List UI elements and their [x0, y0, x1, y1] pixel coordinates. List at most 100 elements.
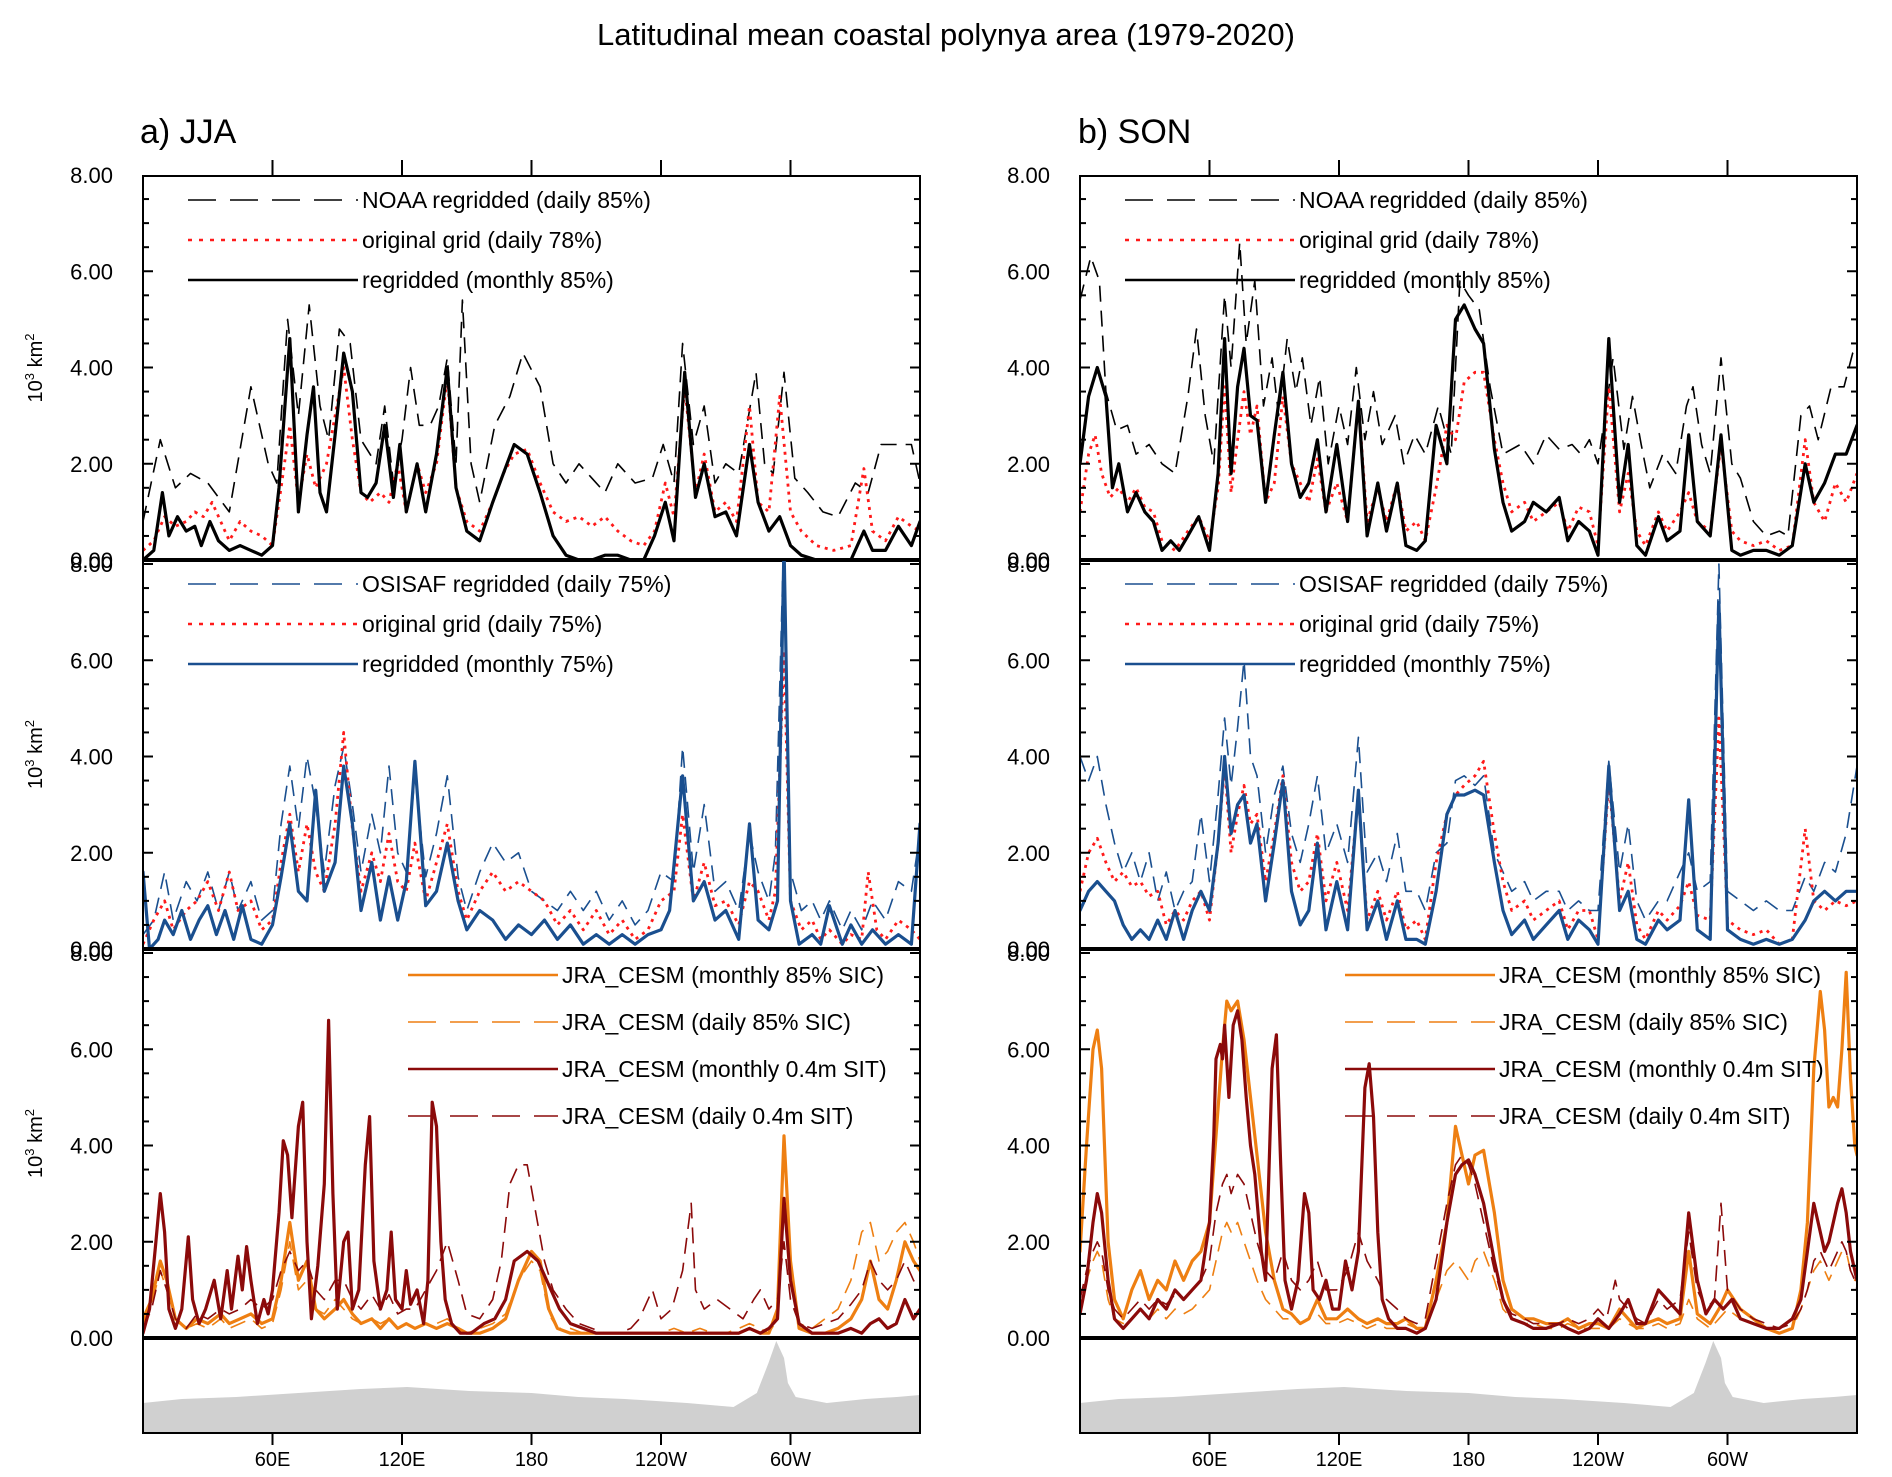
legend-jja-osisaf: OSISAF regridded (daily 75%) original gri…	[188, 571, 671, 677]
series-line-son-osisaf-0	[1080, 563, 1857, 921]
y-tick-label: 2.00	[70, 841, 113, 866]
legend-label: JRA_CESM (daily 0.4m SIT)	[1499, 1103, 1790, 1129]
y-tick-label: 2.00	[1007, 1230, 1050, 1255]
legend-label: original grid (daily 75%)	[362, 611, 602, 637]
figure-title: Latitudinal mean coastal polynya area (1…	[597, 17, 1295, 52]
x-tick-label: 120E	[379, 1449, 426, 1471]
panel-label-b: b) SON	[1078, 113, 1191, 151]
y-tick-label: 2.00	[70, 1230, 113, 1255]
plot-son-jra: 0.00 2.00 4.00 6.00 8.00 JRA_CESM (monthly 85…	[1007, 941, 1858, 1351]
legend-son-jra: JRA_CESM (monthly 85% SIC) JRA_CESM (dail…	[1345, 962, 1824, 1129]
legend-label: JRA_CESM (monthly 0.4m SIT)	[1499, 1056, 1824, 1082]
x-tick-label: 60W	[1707, 1449, 1748, 1471]
legend-label: JRA_CESM (daily 85% SIC)	[562, 1009, 851, 1035]
y-tick-label: 8.00	[70, 552, 113, 577]
map-jja: 60E 120E 180 120W 60W	[142, 1337, 921, 1471]
y-tick-label: 6.00	[70, 259, 113, 284]
legend-label: JRA_CESM (monthly 85% SIC)	[1499, 962, 1821, 988]
legend-label: OSISAF regridded (daily 75%)	[1299, 571, 1608, 597]
y-tick-label: 0.00	[70, 548, 113, 573]
legend-label: JRA_CESM (monthly 85% SIC)	[562, 962, 884, 988]
y-tick-label: 8.00	[1007, 163, 1050, 188]
x-tick-label: 60W	[770, 1449, 811, 1471]
y-tick-label: 8.00	[1007, 941, 1050, 966]
series-line-son-noaa-2	[1080, 303, 1857, 557]
legend-son-noaa: NOAA regridded (daily 85%) original grid …	[1125, 187, 1588, 293]
legend-label: NOAA regridded (daily 85%)	[1299, 187, 1588, 213]
series-line-jja-osisaf-2	[143, 560, 920, 949]
y-tick-label: 4.00	[70, 1134, 113, 1159]
series-line-jja-noaa-2	[143, 337, 920, 560]
x-tick-label: 180	[1452, 1449, 1485, 1471]
y-tick-label: 0.00	[1007, 548, 1050, 573]
plot-jja-jra: 0.00 2.00 4.00 6.00 8.00 103 km2 JRA_CESM (mon…	[22, 941, 921, 1351]
plot-area: 0.00 2.00 4.00 6.00 8.00 103 km2 NOAA regridde…	[22, 160, 1858, 1471]
legend-label: original grid (daily 75%)	[1299, 611, 1539, 637]
series-line-son-osisaf-2	[1080, 600, 1857, 946]
y-axis-title: 103 km2	[22, 334, 47, 403]
series-line-son-noaa-0	[1080, 241, 1857, 537]
legend-label: regridded (monthly 85%)	[362, 267, 614, 293]
y-tick-label: 0.00	[70, 937, 113, 962]
legend-label: JRA_CESM (monthly 0.4m SIT)	[562, 1056, 887, 1082]
y-tick-label: 0.00	[70, 1326, 113, 1351]
legend-label: NOAA regridded (daily 85%)	[362, 187, 651, 213]
x-tick-label: 60E	[1192, 1449, 1228, 1471]
antarctica-landmass	[1080, 1341, 1857, 1433]
map-son: 60E 120E 180 120W 60W	[1079, 1337, 1858, 1471]
y-tick-label: 4.00	[1007, 356, 1050, 381]
series-line-son-jra-3	[1080, 1154, 1857, 1330]
legend-jja-jra: JRA_CESM (monthly 85% SIC) JRA_CESM (dail…	[408, 962, 887, 1129]
y-axis-title: 103 km2	[22, 720, 47, 789]
series-line-jja-jra-0	[143, 1134, 920, 1335]
series-line-jja-jra-3	[143, 1164, 920, 1334]
x-tick-label: 60E	[255, 1449, 291, 1471]
y-tick-label: 6.00	[70, 1037, 113, 1062]
legend-son-osisaf: OSISAF regridded (daily 75%) original gri…	[1125, 571, 1608, 677]
y-tick-label: 6.00	[1007, 648, 1050, 673]
panel-label-a: a) JJA	[140, 113, 237, 151]
series-line-jja-osisaf-1	[143, 649, 920, 946]
y-tick-label: 4.00	[1007, 1134, 1050, 1159]
y-tick-label: 4.00	[70, 356, 113, 381]
legend-jja-noaa: NOAA regridded (daily 85%) original grid …	[188, 187, 651, 293]
y-tick-label: 2.00	[70, 452, 113, 477]
plot-jja-noaa: 0.00 2.00 4.00 6.00 8.00 103 km2 NOAA regridde…	[22, 160, 921, 573]
x-tick-label: 120E	[1316, 1449, 1363, 1471]
series-line-jja-noaa-1	[143, 366, 920, 552]
x-tick-label: 120W	[635, 1449, 687, 1471]
series-line-son-jra-2	[1080, 1009, 1857, 1335]
series-line-son-osisaf-1	[1080, 716, 1857, 946]
y-axis-title: 103 km2	[22, 1109, 47, 1178]
legend-label: regridded (monthly 75%)	[362, 651, 614, 677]
legend-label: original grid (daily 78%)	[1299, 227, 1539, 253]
x-tick-label: 120W	[1572, 1449, 1624, 1471]
legend-label: OSISAF regridded (daily 75%)	[362, 571, 671, 597]
legend-label: regridded (monthly 85%)	[1299, 267, 1551, 293]
y-tick-label: 0.00	[1007, 937, 1050, 962]
y-tick-label: 6.00	[1007, 1037, 1050, 1062]
series-line-son-noaa-1	[1080, 370, 1857, 552]
legend-label: original grid (daily 78%)	[362, 227, 602, 253]
x-tick-label: 180	[515, 1449, 548, 1471]
y-tick-label: 0.00	[1007, 1326, 1050, 1351]
plot-son-noaa: 0.00 2.00 4.00 6.00 8.00 NOAA regridded (dail…	[1007, 160, 1858, 573]
antarctica-landmass	[143, 1341, 920, 1433]
y-tick-label: 6.00	[70, 648, 113, 673]
plot-jja-osisaf: 0.00 2.00 4.00 6.00 8.00 103 km2 OSISAF regrid…	[22, 552, 921, 962]
series-line-jja-noaa-0	[143, 299, 920, 522]
legend-label: JRA_CESM (daily 0.4m SIT)	[562, 1103, 853, 1129]
y-tick-label: 8.00	[1007, 552, 1050, 577]
y-tick-label: 6.00	[1007, 259, 1050, 284]
plot-frame	[142, 948, 921, 1339]
y-tick-label: 8.00	[70, 941, 113, 966]
legend-label: JRA_CESM (daily 85% SIC)	[1499, 1009, 1788, 1035]
series-line-jja-jra-2	[143, 1018, 920, 1335]
plot-son-osisaf: 0.00 2.00 4.00 6.00 8.00 OSISAF regridded (da…	[1007, 552, 1858, 962]
y-tick-label: 4.00	[1007, 745, 1050, 770]
plot-frame	[1079, 948, 1858, 1339]
legend-label: regridded (monthly 75%)	[1299, 651, 1551, 677]
y-tick-label: 8.00	[70, 163, 113, 188]
y-tick-label: 4.00	[70, 745, 113, 770]
